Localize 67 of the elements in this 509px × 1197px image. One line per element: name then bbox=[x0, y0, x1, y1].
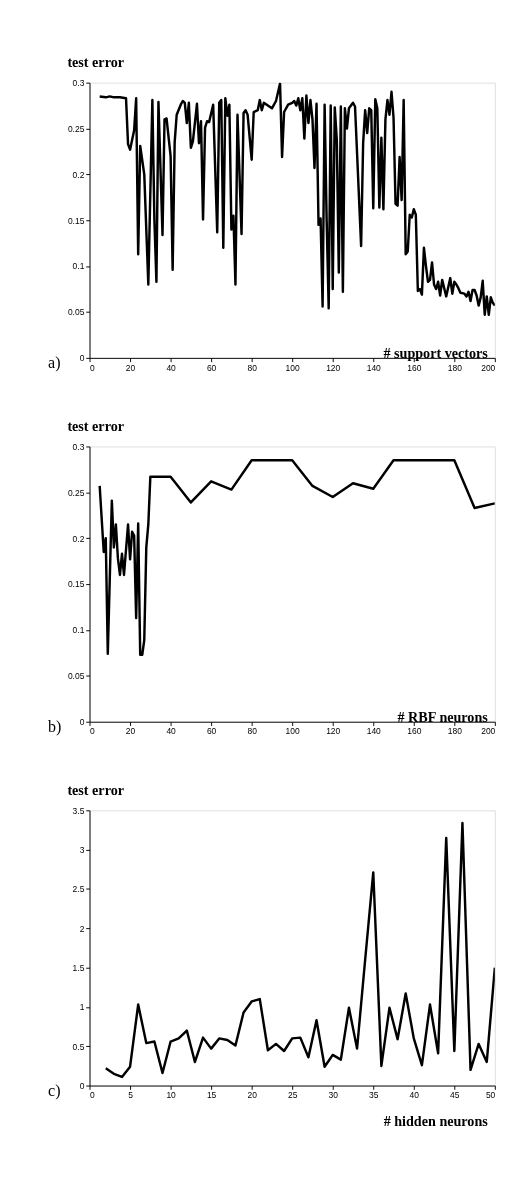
text: b) bbox=[48, 718, 62, 737]
x-tick-label: 120 bbox=[326, 362, 341, 373]
y-tick-label: 0.15 bbox=[67, 579, 85, 590]
x-tick-label: 10 bbox=[166, 1090, 177, 1101]
line-series bbox=[98, 459, 495, 656]
x-tick-label: 140 bbox=[366, 362, 382, 373]
x-tick-label: 35 bbox=[369, 1090, 379, 1101]
x-tick-label: 200 bbox=[481, 726, 496, 737]
y-tick-label: 0.1 bbox=[72, 625, 85, 636]
y-tick-label: 0.15 bbox=[67, 215, 85, 226]
y-tick-label: 0.2 bbox=[72, 169, 85, 180]
x-tick-label: 30 bbox=[328, 1090, 339, 1101]
y-tick-label: 0.3 bbox=[72, 77, 85, 88]
x-tick-label: 50 bbox=[485, 1090, 496, 1101]
x-tick-label: 40 bbox=[409, 1090, 420, 1101]
line-series bbox=[98, 82, 495, 316]
y-tick-label: 0.25 bbox=[67, 123, 85, 134]
y-tick-label: 0.5 bbox=[72, 1041, 85, 1052]
x-tick-label: 40 bbox=[166, 362, 177, 373]
x-tick-label: 80 bbox=[247, 726, 258, 737]
y-axis-title: test error bbox=[67, 54, 124, 71]
x-tick-label: 5 bbox=[128, 1090, 134, 1101]
x-tick-label: 80 bbox=[247, 362, 258, 373]
y-tick-label: 0.05 bbox=[67, 307, 85, 318]
x-axis-title: # RBF neurons bbox=[397, 709, 489, 726]
x-tick-label: 60 bbox=[206, 726, 217, 737]
x-tick-label: 20 bbox=[125, 726, 136, 737]
line-series bbox=[104, 821, 495, 1079]
x-tick-label: 25 bbox=[287, 1090, 298, 1101]
y-tick-label: 0.1 bbox=[72, 261, 85, 272]
y-tick-label: 1.5 bbox=[72, 962, 85, 973]
x-axis-title: # hidden neurons bbox=[383, 1112, 489, 1129]
y-tick-label: 3 bbox=[79, 844, 85, 855]
y-axis-title: test error bbox=[67, 417, 124, 434]
y-tick-label: 2.5 bbox=[72, 884, 85, 895]
y-tick-label: 0.2 bbox=[72, 533, 85, 544]
y-axis-title: test error bbox=[67, 781, 124, 798]
x-tick-label: 20 bbox=[125, 362, 136, 373]
x-tick-label: 0 bbox=[90, 1090, 96, 1101]
y-tick-label: 0.05 bbox=[67, 671, 85, 682]
text: a) bbox=[48, 354, 61, 373]
x-axis-title: # support vectors bbox=[383, 345, 489, 362]
y-tick-label: 0 bbox=[79, 353, 85, 364]
x-tick-label: 120 bbox=[326, 726, 341, 737]
x-tick-label: 160 bbox=[407, 726, 422, 737]
x-tick-label: 200 bbox=[481, 362, 496, 373]
x-tick-label: 0 bbox=[90, 726, 96, 737]
y-tick-label: 1 bbox=[79, 1002, 85, 1013]
x-tick-label: 45 bbox=[450, 1090, 460, 1101]
x-tick-label: 40 bbox=[166, 726, 177, 737]
x-tick-label: 15 bbox=[206, 1090, 217, 1101]
x-tick-label: 100 bbox=[285, 726, 301, 737]
y-tick-label: 2 bbox=[79, 923, 85, 934]
x-tick-label: 160 bbox=[407, 362, 422, 373]
text: c) bbox=[48, 1081, 61, 1100]
x-tick-label: 180 bbox=[447, 726, 463, 737]
x-tick-label: 20 bbox=[247, 1090, 258, 1101]
y-tick-label: 0 bbox=[79, 1080, 85, 1091]
x-tick-label: 140 bbox=[366, 726, 382, 737]
x-tick-label: 100 bbox=[285, 362, 301, 373]
y-tick-label: 0.3 bbox=[72, 441, 85, 452]
x-tick-label: 60 bbox=[206, 362, 217, 373]
x-tick-label: 180 bbox=[447, 362, 463, 373]
y-tick-label: 3.5 bbox=[72, 805, 85, 816]
y-tick-label: 0.25 bbox=[67, 487, 85, 498]
y-tick-label: 0 bbox=[79, 717, 85, 728]
x-tick-label: 0 bbox=[90, 362, 96, 373]
